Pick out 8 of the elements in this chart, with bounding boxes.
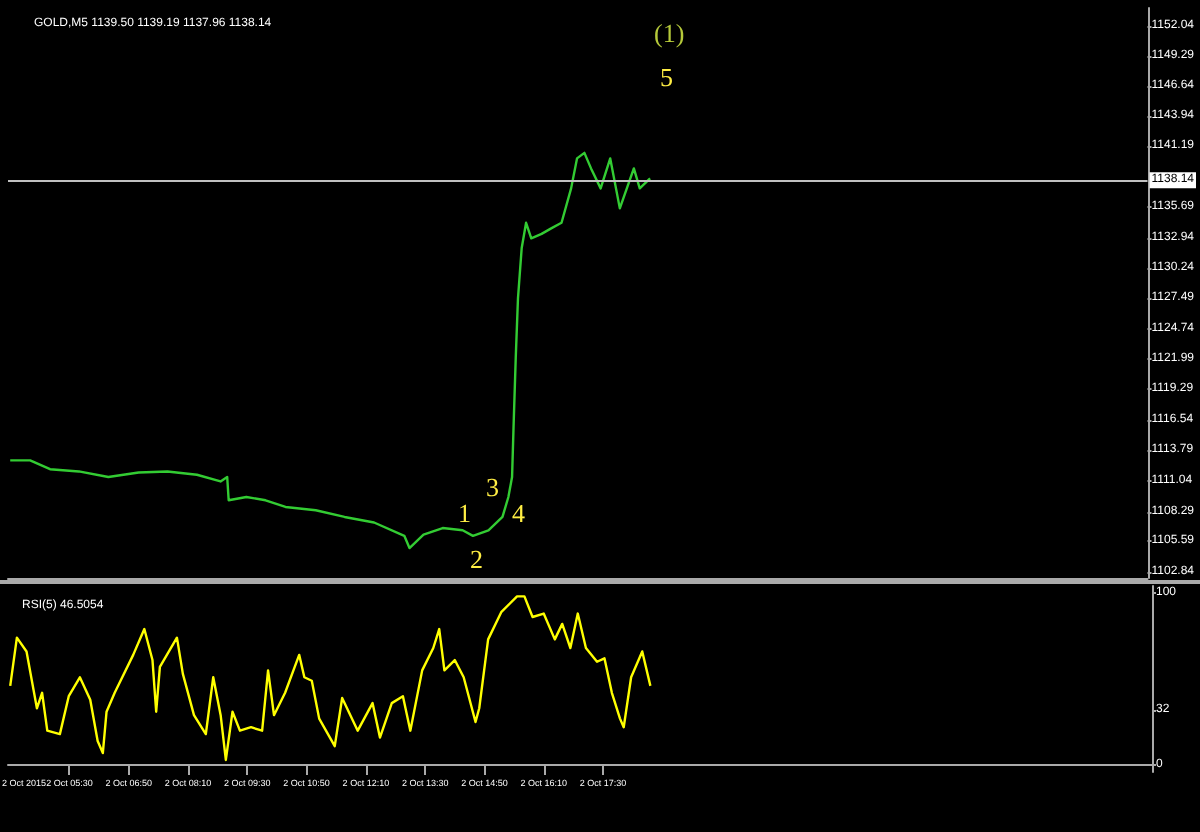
- annotation: 4: [512, 498, 526, 528]
- line-series: [9, 595, 652, 762]
- line-series: [9, 151, 652, 550]
- annotation: 2: [470, 544, 483, 574]
- annotation: (1): [654, 18, 685, 48]
- annotation: 5: [660, 62, 673, 92]
- annotation: 3: [486, 472, 499, 502]
- annotation: 1: [458, 498, 471, 528]
